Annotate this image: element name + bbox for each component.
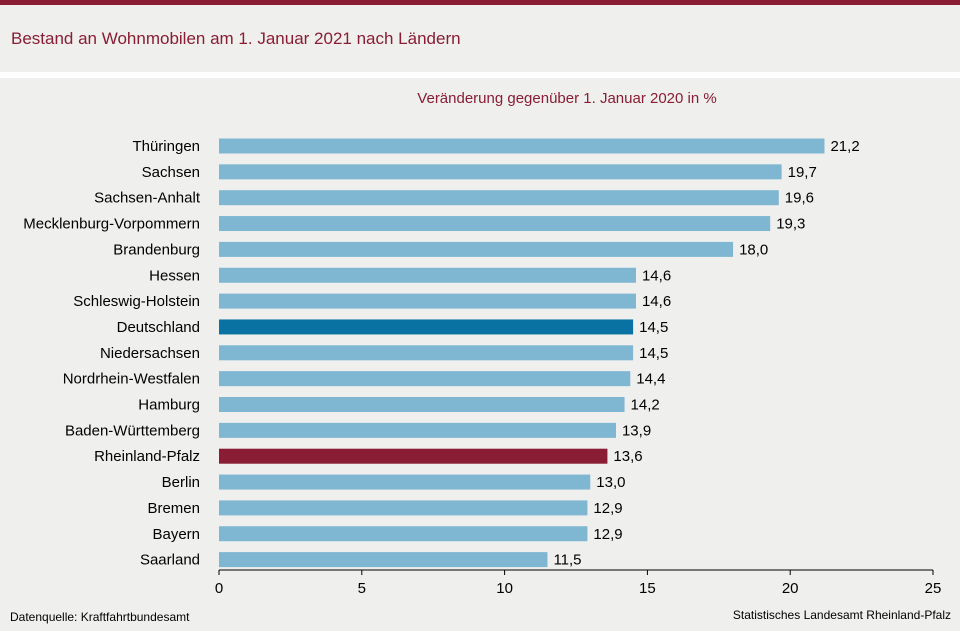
category-label-deutschland: Deutschland [117, 319, 200, 336]
category-label-brandenburg: Brandenburg [113, 241, 200, 258]
bar-bayern [219, 526, 588, 542]
category-label-sachsen-anhalt: Sachsen-Anhalt [94, 190, 201, 207]
bar-sachsen-anhalt [219, 190, 779, 206]
bar-brandenburg [219, 241, 734, 257]
value-label-berlin: 13,0 [596, 474, 625, 491]
bar-sachsen [219, 164, 782, 180]
x-tick-label: 0 [215, 580, 223, 597]
data-source-note: Datenquelle: Kraftfahrtbundesamt [10, 610, 190, 624]
category-label-schleswig-holstein: Schleswig-Holstein [73, 293, 200, 310]
bars-group [219, 138, 825, 568]
bar-rheinland-pfalz [219, 448, 608, 464]
value-label-nordrhein-westfalen: 14,4 [636, 371, 665, 388]
x-tick-label: 20 [782, 580, 799, 597]
chart-subtitle: Veränderung gegenüber 1. Januar 2020 in … [417, 90, 717, 107]
value-label-mecklenburg-vorpommern: 19,3 [776, 216, 805, 233]
bar-hessen [219, 267, 636, 283]
bar-schleswig-holstein [219, 293, 636, 309]
publisher-note: Statistisches Landesamt Rheinland-Pfalz [732, 608, 951, 622]
x-tick-label: 15 [639, 580, 656, 597]
category-label-rheinland-pfalz: Rheinland-Pfalz [94, 448, 200, 465]
value-label-baden-wuerttemberg: 13,9 [622, 422, 651, 439]
bar-saarland [219, 552, 548, 568]
category-label-bremen: Bremen [147, 500, 200, 517]
category-label-thueringen: Thüringen [132, 138, 200, 155]
page-title: Bestand an Wohnmobilen am 1. Januar 2021… [11, 29, 461, 48]
value-label-sachsen-anhalt: 19,6 [785, 190, 814, 207]
category-label-bayern: Bayern [152, 526, 200, 543]
value-label-bayern: 12,9 [593, 526, 622, 543]
bar-nordrhein-westfalen [219, 371, 631, 387]
category-label-niedersachsen: Niedersachsen [100, 345, 200, 362]
top-accent-stripe [0, 0, 960, 5]
bar-berlin [219, 474, 591, 490]
category-label-baden-wuerttemberg: Baden-Württemberg [65, 422, 200, 439]
header-divider [0, 72, 960, 78]
category-labels: Thüringen Sachsen Sachsen-Anhalt Mecklenbur… [23, 138, 201, 569]
x-tick-label: 5 [358, 580, 366, 597]
value-label-brandenburg: 18,0 [739, 241, 768, 258]
x-tick-label: 10 [496, 580, 513, 597]
category-label-hamburg: Hamburg [138, 397, 200, 414]
bar-deutschland [219, 319, 634, 335]
value-labels: 21,2 19,7 19,6 19,3 18,0 14,6 14,6 14,5 14,5 14,4… [553, 138, 859, 569]
value-label-sachsen: 19,7 [788, 164, 817, 181]
value-label-schleswig-holstein: 14,6 [642, 293, 671, 310]
value-label-niedersachsen: 14,5 [639, 345, 668, 362]
bar-hamburg [219, 397, 625, 412]
value-label-thueringen: 21,2 [830, 138, 859, 155]
category-label-sachsen: Sachsen [142, 164, 200, 181]
bar-thueringen [219, 138, 825, 154]
x-tick-label: 25 [925, 580, 942, 597]
value-label-hamburg: 14,2 [631, 397, 660, 414]
category-label-nordrhein-westfalen: Nordrhein-Westfalen [63, 371, 200, 388]
value-label-bremen: 12,9 [593, 500, 622, 517]
bar-bremen [219, 500, 588, 516]
x-axis-ticks: 0 5 10 15 20 25 [215, 570, 942, 597]
value-label-rheinland-pfalz: 13,6 [613, 448, 642, 465]
category-label-mecklenburg-vorpommern: Mecklenburg-Vorpommern [23, 216, 200, 233]
category-label-hessen: Hessen [149, 267, 200, 284]
category-label-saarland: Saarland [140, 552, 200, 569]
value-label-deutschland: 14,5 [639, 319, 668, 336]
category-label-berlin: Berlin [162, 474, 200, 491]
value-label-hessen: 14,6 [642, 267, 671, 284]
bar-mecklenburg-vorpommern [219, 216, 771, 232]
bar-niedersachsen [219, 345, 634, 361]
bar-baden-wuerttemberg [219, 422, 616, 438]
value-label-saarland: 11,5 [553, 552, 581, 569]
